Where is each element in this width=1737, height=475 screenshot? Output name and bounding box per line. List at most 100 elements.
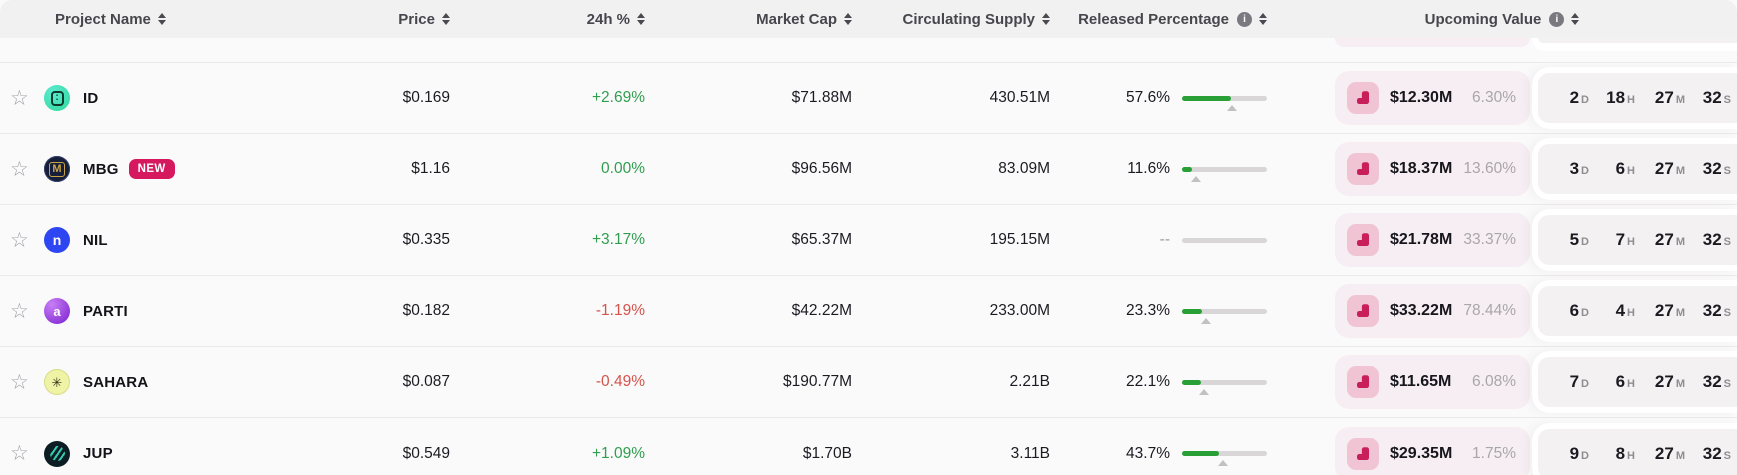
market-cap-value: $71.88M [791,89,852,106]
project-cell: JUP [44,440,330,467]
released-percentage-value: 22.1% [1126,373,1170,390]
upcoming-value-percent: 78.44% [1463,302,1516,319]
released-percentage-cell: 22.1% [1050,373,1267,395]
price-value: $1.16 [411,160,450,177]
table-row[interactable]: ☆ : ID $0.169 +2.69% $71.88M 430.51M 57.… [0,63,1737,134]
project-cell: n NIL [44,227,330,253]
sort-icon[interactable] [1571,13,1580,25]
upcoming-value-card: $29.35M 1.75% [1335,426,1530,475]
released-progress-bar [1182,308,1267,324]
upcoming-value-amount: $18.37M [1390,160,1453,177]
col-header-released-percentage[interactable]: Released Percentage i [1050,11,1267,28]
change-24h-value: 0.00% [601,160,645,177]
change-24h-value: -1.19% [595,302,645,319]
sort-icon[interactable] [844,13,852,25]
upcoming-value-card: $21.78M 33.37% [1335,213,1530,267]
price-value: $0.169 [402,89,450,106]
countdown-minutes: 27 M [1654,443,1685,463]
upcoming-value-percent: 6.30% [1472,89,1516,106]
released-progress-bar [1182,237,1267,243]
released-percentage-cell: 57.6% [1050,89,1267,111]
released-percentage-value: 57.6% [1126,89,1170,106]
info-icon[interactable]: i [1237,11,1252,27]
upcoming-value-percent: 33.37% [1463,231,1516,248]
unlock-steps-icon [1347,153,1379,185]
change-24h-value: +3.17% [591,231,645,248]
upcoming-value-percent: 1.75% [1472,444,1516,462]
sort-icon[interactable] [1259,13,1267,25]
sort-icon[interactable] [157,13,166,25]
token-logo-icon: M [44,156,70,182]
token-logo-icon [44,440,70,467]
favorite-cell: ☆ [0,443,44,464]
table-row[interactable]: ☆ M MBG NEW $1.16 0.00% $96.56M 83.09M 1… [0,134,1737,205]
countdown-seconds: 32 S [1702,230,1731,249]
token-logo-icon: n [44,227,70,253]
table-row[interactable]: ☆ JUP $0.549 +1.09% $1.70B 3.11B 43.7% [0,418,1737,475]
market-cap-value: $42.22M [791,302,852,319]
favorite-star-icon[interactable]: ☆ [10,442,29,465]
sort-icon[interactable] [1042,13,1050,25]
upcoming-value-amount: $29.35M [1390,444,1453,462]
market-cap-value: $1.70B [802,444,852,462]
info-icon[interactable]: i [1549,11,1565,27]
released-progress-bar [1182,379,1267,395]
price-value: $0.182 [402,302,450,319]
unlock-steps-icon [1347,82,1379,114]
countdown-minutes: 27 M [1654,301,1685,320]
favorite-star-icon[interactable]: ☆ [10,157,29,181]
circulating-supply-value: 83.09M [998,160,1050,177]
col-header-price[interactable]: Price [330,11,450,28]
token-logo-glyph [49,446,65,461]
circulating-supply-value: 195.15M [989,231,1050,248]
favorite-star-icon[interactable]: ☆ [10,228,29,252]
upcoming-value-card: $18.37M 13.60% [1335,142,1530,196]
circulating-supply-value: 233.00M [989,302,1050,319]
table-row[interactable]: ☆ a PARTI $0.182 -1.19% $42.22M 233.00M … [0,276,1737,347]
project-cell: ✳ SAHARA [44,369,330,395]
favorite-cell: ☆ [0,230,44,251]
col-header-project-name[interactable]: Project Name [0,11,330,28]
released-progress-bar [1182,166,1267,182]
sort-icon[interactable] [637,13,645,25]
released-percentage-cell: 23.3% [1050,302,1267,324]
countdown-seconds: 32 S [1702,443,1731,463]
circulating-supply-value: 2.21B [1009,373,1050,390]
unlock-steps-icon [1347,224,1379,256]
favorite-cell: ☆ [0,372,44,393]
progress-fill [1182,95,1231,101]
partial-countdown-inner [1538,38,1737,43]
favorite-star-icon[interactable]: ☆ [10,370,29,394]
col-header-24h-percent[interactable]: 24h % [450,11,645,28]
col-header-upcoming-value[interactable]: Upcoming Value i [1267,11,1737,28]
table-row[interactable]: ☆ ✳ SAHARA $0.087 -0.49% $190.77M 2.21B … [0,347,1737,418]
col-header-circulating-supply[interactable]: Circulating Supply [852,11,1050,28]
favorite-star-icon[interactable]: ☆ [10,86,29,110]
sort-icon[interactable] [442,13,450,25]
token-logo-glyph: M [49,161,65,177]
token-name: ID [83,89,99,107]
market-cap-value: $96.56M [791,160,852,177]
upcoming-value-card: $11.65M 6.08% [1335,355,1530,409]
project-cell: M MBG NEW [44,156,330,182]
favorite-star-icon[interactable]: ☆ [10,299,29,323]
released-progress-bar [1182,95,1267,111]
col-header-market-cap[interactable]: Market Cap [645,11,852,28]
project-cell: a PARTI [44,298,330,324]
released-progress-bar [1182,451,1267,466]
table-row[interactable]: ☆ n NIL $0.335 +3.17% $65.37M 195.15M -- [0,205,1737,276]
token-logo-glyph: n [52,232,62,248]
